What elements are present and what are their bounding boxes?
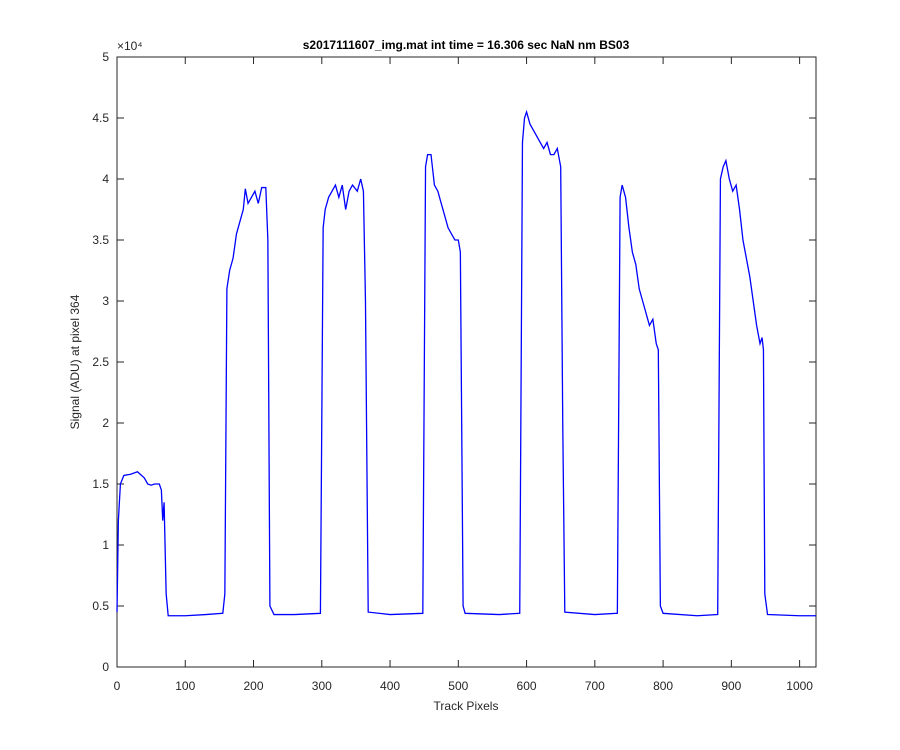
y-tick-label: 0 xyxy=(102,660,109,674)
x-tick-label: 1000 xyxy=(786,679,813,693)
y-tick-label: 2 xyxy=(102,416,109,430)
y-tick-label: 2.5 xyxy=(92,355,109,369)
y-tick-label: 3 xyxy=(102,294,109,308)
x-tick-label: 300 xyxy=(312,679,332,693)
y-tick-label: 5 xyxy=(102,50,109,64)
y-multiplier: ×10⁴ xyxy=(117,39,143,53)
x-tick-label: 600 xyxy=(517,679,537,693)
data-line xyxy=(116,109,816,617)
y-tick-label: 1 xyxy=(102,538,109,552)
x-tick-label: 200 xyxy=(244,679,264,693)
y-tick-label: 4.5 xyxy=(92,111,109,125)
x-tick-label: 800 xyxy=(653,679,673,693)
x-axis-label: Track Pixels xyxy=(434,699,499,713)
chart-title: s2017111607_img.mat int time = 16.306 se… xyxy=(303,38,630,52)
x-tick-label: 100 xyxy=(175,679,195,693)
x-tick-label: 900 xyxy=(721,679,741,693)
y-tick-label: 0.5 xyxy=(92,599,109,613)
y-axis-label: Signal (ADU) at pixel 364 xyxy=(68,294,82,429)
x-tick-label: 700 xyxy=(585,679,605,693)
y-tick-label: 4 xyxy=(102,172,109,186)
x-tick-label: 500 xyxy=(448,679,468,693)
plot-area xyxy=(116,56,817,668)
x-tick-label: 400 xyxy=(380,679,400,693)
y-tick-label: 1.5 xyxy=(92,477,109,491)
y-tick-label: 3.5 xyxy=(92,233,109,247)
x-tick-label: 0 xyxy=(114,679,121,693)
